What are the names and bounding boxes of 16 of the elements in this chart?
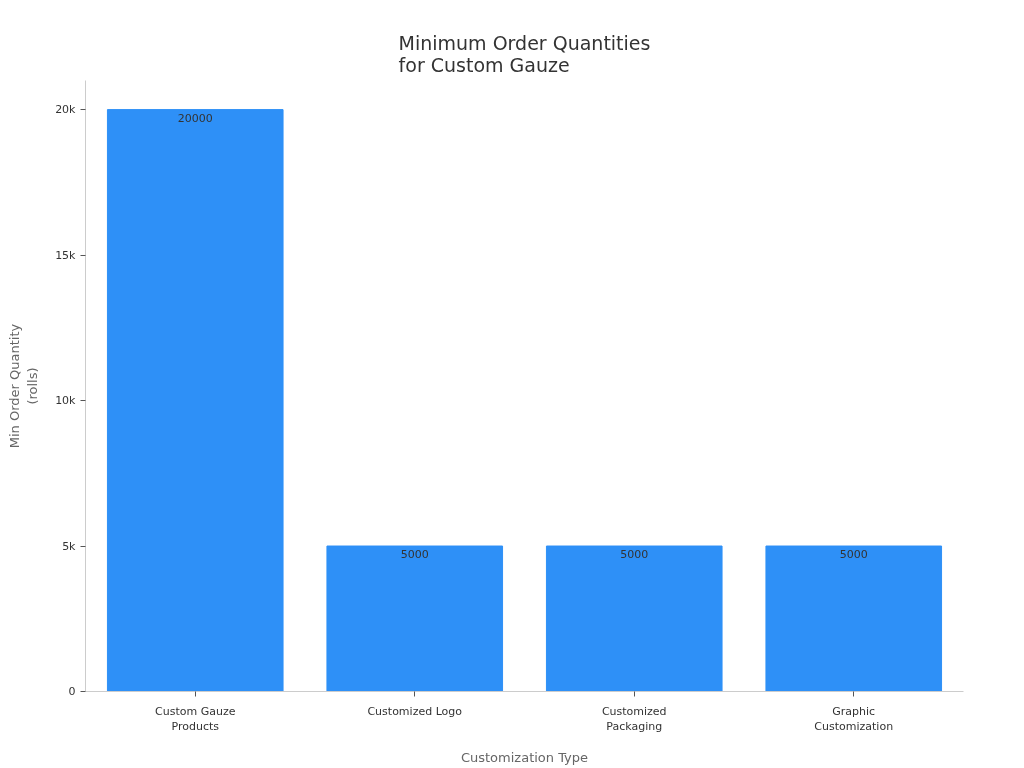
data-label: 5000 bbox=[620, 548, 649, 562]
y-tick-label: 5k bbox=[62, 539, 77, 553]
x-tick-label: Custom Gauze Products bbox=[155, 704, 236, 734]
data-label: 20000 bbox=[177, 111, 213, 125]
data-label: 5000 bbox=[400, 548, 429, 562]
x-axis-title: Customization Type bbox=[460, 750, 589, 766]
x-tick-label: Customized Packaging bbox=[601, 704, 667, 734]
x-tick-label: Graphic Customization bbox=[814, 704, 894, 734]
y-tick-label: 0 bbox=[68, 685, 76, 698]
y-tick-label: 15k bbox=[55, 248, 77, 262]
y-tick-label: 10k bbox=[55, 394, 77, 408]
y-tick-label: 20k bbox=[55, 103, 77, 117]
y-axis-title: Min Order Quantity (rolls) bbox=[7, 323, 41, 449]
chart-title: Minimum Order Quantities for Custom Gauze bbox=[398, 31, 651, 76]
data-label: 5000 bbox=[839, 548, 868, 562]
x-tick-label: Customized Logo bbox=[367, 704, 463, 718]
